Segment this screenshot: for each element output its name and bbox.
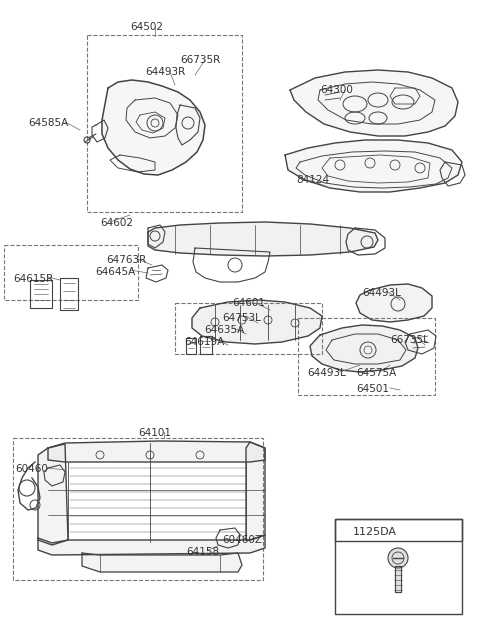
Bar bbox=[335, 519, 462, 614]
Circle shape bbox=[388, 548, 408, 568]
Text: 64101: 64101 bbox=[138, 428, 171, 438]
Bar bbox=[13, 438, 263, 580]
Text: 64645A: 64645A bbox=[95, 267, 135, 277]
Text: 84124: 84124 bbox=[296, 175, 329, 185]
Text: 64501: 64501 bbox=[356, 384, 389, 394]
Text: 64493L: 64493L bbox=[307, 368, 346, 378]
Text: 66735L: 66735L bbox=[390, 335, 429, 345]
Bar bbox=[87, 35, 242, 212]
Polygon shape bbox=[290, 70, 458, 136]
Text: 64635A: 64635A bbox=[204, 325, 244, 335]
Text: 64493R: 64493R bbox=[145, 67, 185, 77]
Polygon shape bbox=[310, 325, 418, 372]
Bar bbox=[298, 318, 435, 395]
Bar bbox=[4, 245, 138, 300]
Text: 64575A: 64575A bbox=[356, 368, 396, 378]
Polygon shape bbox=[285, 140, 462, 192]
Polygon shape bbox=[192, 300, 322, 344]
Text: 60460: 60460 bbox=[15, 464, 48, 474]
Text: 60460Z: 60460Z bbox=[222, 535, 262, 545]
Text: 64763R: 64763R bbox=[106, 255, 146, 265]
Text: 64753L: 64753L bbox=[222, 313, 261, 323]
Polygon shape bbox=[395, 566, 401, 592]
Polygon shape bbox=[148, 222, 378, 256]
Text: 64615R: 64615R bbox=[13, 274, 53, 284]
Polygon shape bbox=[38, 444, 68, 545]
Text: 64602: 64602 bbox=[100, 218, 133, 228]
Text: 66735R: 66735R bbox=[180, 55, 220, 65]
Polygon shape bbox=[48, 441, 265, 462]
Text: 1125DA: 1125DA bbox=[353, 527, 397, 537]
Polygon shape bbox=[82, 553, 242, 572]
Text: 64585A: 64585A bbox=[28, 118, 68, 128]
Text: 64300: 64300 bbox=[320, 85, 353, 95]
Text: 64158: 64158 bbox=[186, 547, 219, 557]
Text: 64493L: 64493L bbox=[362, 288, 401, 298]
Text: 64619A: 64619A bbox=[184, 337, 224, 347]
Polygon shape bbox=[356, 284, 432, 322]
Text: 64502: 64502 bbox=[130, 22, 163, 32]
Text: 64601: 64601 bbox=[232, 298, 265, 308]
Polygon shape bbox=[102, 80, 205, 175]
Bar bbox=[175, 303, 322, 354]
Polygon shape bbox=[246, 442, 265, 540]
Polygon shape bbox=[38, 535, 265, 555]
Bar bbox=[335, 519, 462, 541]
